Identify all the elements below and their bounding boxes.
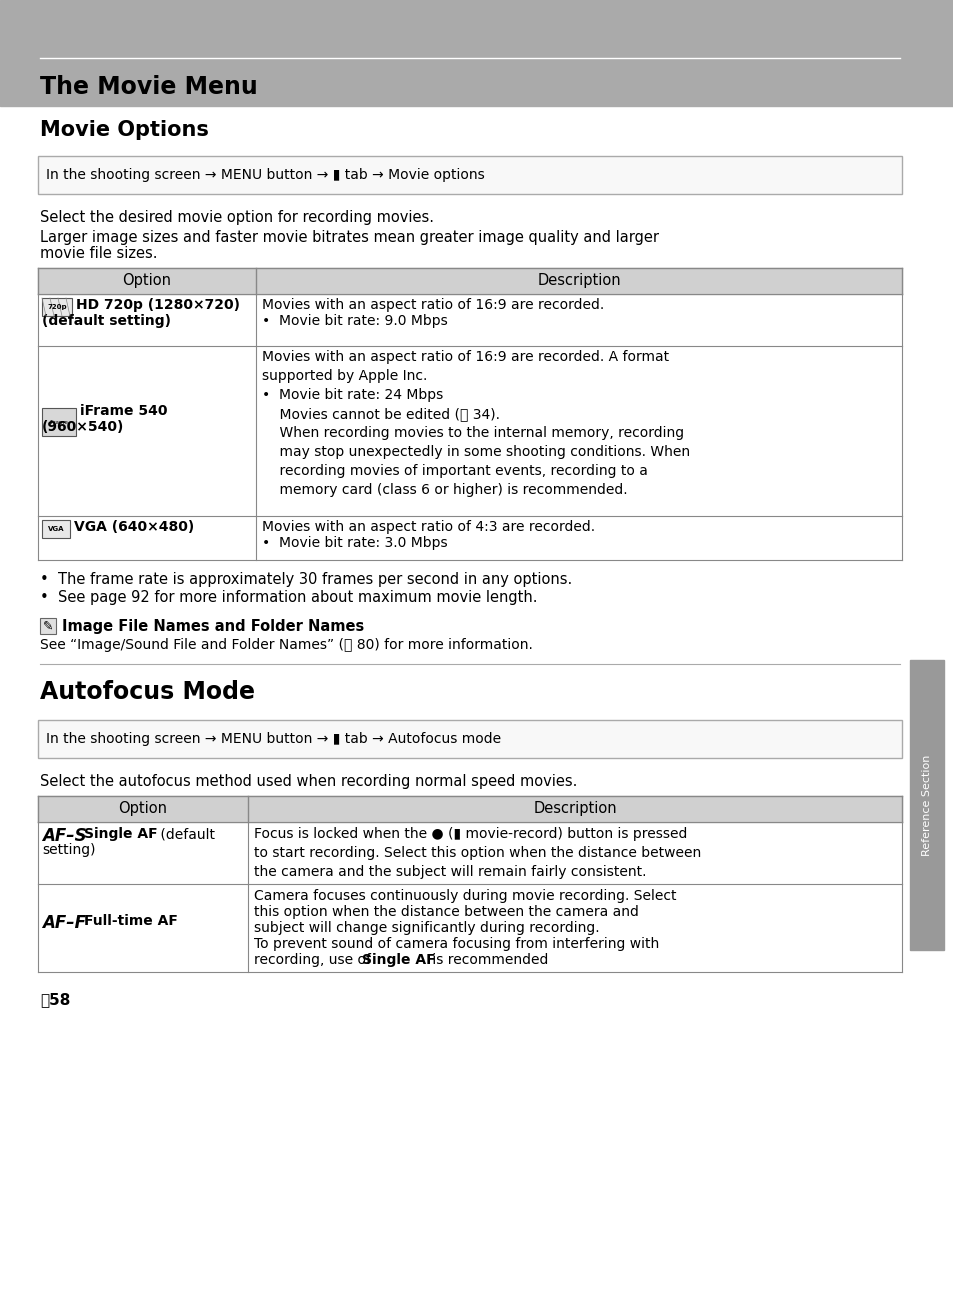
- Text: In the shooting screen → MENU button → ▮ tab → Movie options: In the shooting screen → MENU button → ▮…: [46, 168, 484, 183]
- Bar: [38, 268, 901, 294]
- FancyBboxPatch shape: [38, 720, 901, 758]
- Text: ⧗58: ⧗58: [40, 992, 71, 1007]
- Text: See “Image/Sound File and Folder Names” (⧗ 80) for more information.: See “Image/Sound File and Folder Names” …: [40, 639, 533, 652]
- Text: Option: Option: [122, 273, 172, 289]
- Text: •  Movie bit rate: 3.0 Mbps: • Movie bit rate: 3.0 Mbps: [262, 536, 447, 551]
- Bar: [909, 660, 943, 950]
- Text: AF–S: AF–S: [42, 827, 87, 845]
- Text: VGA: VGA: [48, 526, 64, 532]
- Bar: [42, 298, 71, 315]
- Text: •  The frame rate is approximately 30 frames per second in any options.: • The frame rate is approximately 30 fra…: [40, 572, 572, 587]
- Text: 720p: 720p: [47, 304, 67, 310]
- Text: The Movie Menu: The Movie Menu: [40, 75, 257, 99]
- Text: AF–F: AF–F: [42, 915, 86, 932]
- Bar: [38, 796, 901, 823]
- Text: Description: Description: [533, 802, 617, 816]
- Text: is recommended: is recommended: [428, 953, 548, 967]
- Text: (960×540): (960×540): [42, 420, 124, 434]
- Text: Movies with an aspect ratio of 16:9 are recorded. A format
supported by Apple In: Movies with an aspect ratio of 16:9 are …: [262, 350, 689, 497]
- Text: In the shooting screen → MENU button → ▮ tab → Autofocus mode: In the shooting screen → MENU button → ▮…: [46, 732, 500, 746]
- Bar: [42, 409, 76, 436]
- Bar: [0, 0, 953, 106]
- Text: Select the autofocus method used when recording normal speed movies.: Select the autofocus method used when re…: [40, 774, 577, 788]
- Text: Reference Section: Reference Section: [921, 754, 931, 855]
- Text: Movies with an aspect ratio of 16:9 are recorded.: Movies with an aspect ratio of 16:9 are …: [262, 298, 603, 311]
- Text: Autofocus Mode: Autofocus Mode: [40, 681, 254, 704]
- Text: Camera focuses continuously during movie recording. Select: Camera focuses continuously during movie…: [253, 890, 676, 903]
- Text: iFrame: iFrame: [50, 419, 69, 424]
- Text: ✎: ✎: [43, 619, 53, 632]
- Text: subject will change significantly during recording.: subject will change significantly during…: [253, 921, 599, 936]
- Text: HD 720p (1280×720): HD 720p (1280×720): [76, 298, 240, 311]
- Text: recording, use of: recording, use of: [253, 953, 375, 967]
- Text: iFrame 540: iFrame 540: [80, 403, 168, 418]
- Text: Select the desired movie option for recording movies.: Select the desired movie option for reco…: [40, 210, 434, 225]
- Text: (default: (default: [156, 827, 214, 841]
- Text: Movies with an aspect ratio of 4:3 are recorded.: Movies with an aspect ratio of 4:3 are r…: [262, 520, 595, 533]
- Text: •  Movie bit rate: 9.0 Mbps: • Movie bit rate: 9.0 Mbps: [262, 314, 447, 328]
- Text: this option when the distance between the camera and: this option when the distance between th…: [253, 905, 639, 918]
- Text: Description: Description: [537, 273, 620, 289]
- Text: •  See page 92 for more information about maximum movie length.: • See page 92 for more information about…: [40, 590, 537, 604]
- Text: Option: Option: [118, 802, 168, 816]
- Text: To prevent sound of camera focusing from interfering with: To prevent sound of camera focusing from…: [253, 937, 659, 951]
- Text: Movie Options: Movie Options: [40, 120, 209, 141]
- Bar: [40, 618, 56, 633]
- Bar: [42, 520, 70, 537]
- Text: movie file sizes.: movie file sizes.: [40, 246, 157, 261]
- Bar: [38, 516, 901, 560]
- Text: Single AF: Single AF: [361, 953, 436, 967]
- Bar: [38, 884, 901, 972]
- Text: Image File Names and Folder Names: Image File Names and Folder Names: [62, 619, 364, 633]
- Text: (default setting): (default setting): [42, 314, 171, 328]
- Text: Larger image sizes and faster movie bitrates mean greater image quality and larg: Larger image sizes and faster movie bitr…: [40, 230, 659, 244]
- Text: Focus is locked when the ● (▮ movie-record) button is pressed
to start recording: Focus is locked when the ● (▮ movie-reco…: [253, 827, 700, 879]
- Bar: [38, 823, 901, 884]
- Bar: [38, 294, 901, 346]
- Text: setting): setting): [42, 844, 95, 857]
- FancyBboxPatch shape: [38, 156, 901, 194]
- Bar: [38, 346, 901, 516]
- Text: Full-time AF: Full-time AF: [84, 915, 177, 928]
- Text: VGA (640×480): VGA (640×480): [74, 520, 194, 533]
- Text: Single AF: Single AF: [84, 827, 157, 841]
